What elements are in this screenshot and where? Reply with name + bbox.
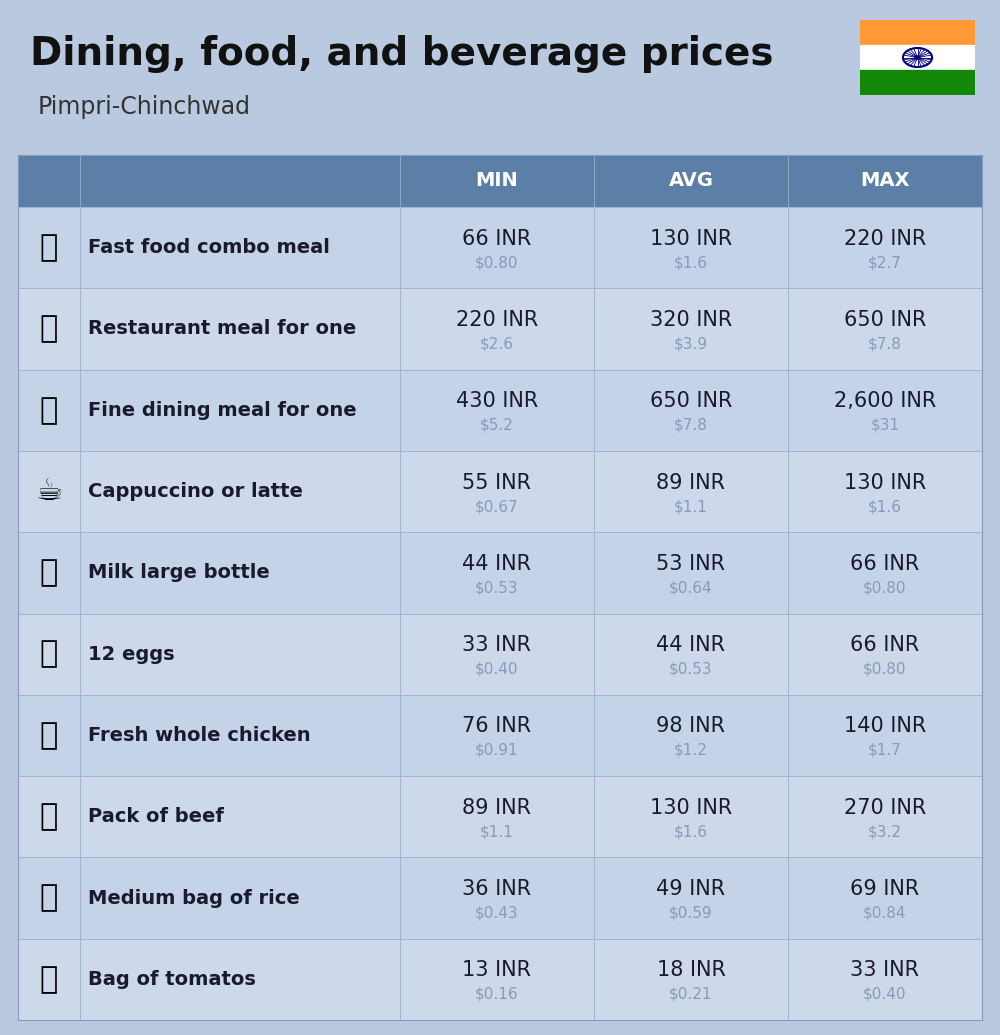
Text: $1.2: $1.2: [674, 743, 708, 758]
Text: 🍚: 🍚: [40, 884, 58, 913]
Text: 270 INR: 270 INR: [844, 798, 926, 818]
Text: $0.53: $0.53: [669, 661, 713, 677]
Text: 130 INR: 130 INR: [650, 798, 732, 818]
Text: 220 INR: 220 INR: [456, 309, 538, 330]
Text: $0.80: $0.80: [863, 661, 907, 677]
Text: $0.53: $0.53: [475, 581, 519, 595]
Text: 55 INR: 55 INR: [462, 473, 532, 493]
Text: ☕: ☕: [35, 477, 63, 506]
Text: $7.8: $7.8: [674, 418, 708, 433]
Text: $0.91: $0.91: [475, 743, 519, 758]
Text: 69 INR: 69 INR: [850, 879, 920, 899]
Text: $0.40: $0.40: [475, 661, 519, 677]
Text: Cappuccino or latte: Cappuccino or latte: [88, 482, 303, 501]
Text: 140 INR: 140 INR: [844, 716, 926, 737]
Text: $7.8: $7.8: [868, 336, 902, 352]
Text: $0.67: $0.67: [475, 499, 519, 514]
Text: 🥚: 🥚: [40, 640, 58, 669]
Circle shape: [915, 56, 920, 59]
Text: Bag of tomatos: Bag of tomatos: [88, 970, 256, 988]
Text: Restaurant meal for one: Restaurant meal for one: [88, 320, 356, 338]
Text: $1.1: $1.1: [480, 824, 514, 839]
Text: $2.7: $2.7: [868, 256, 902, 270]
Text: $5.2: $5.2: [480, 418, 514, 433]
Text: $0.80: $0.80: [863, 581, 907, 595]
Text: MIN: MIN: [476, 172, 518, 190]
Text: $31: $31: [870, 418, 900, 433]
Text: $1.7: $1.7: [868, 743, 902, 758]
Text: 89 INR: 89 INR: [656, 473, 726, 493]
Text: 130 INR: 130 INR: [844, 473, 926, 493]
Text: 2,600 INR: 2,600 INR: [834, 391, 936, 411]
Text: 🍅: 🍅: [40, 965, 58, 994]
Text: 33 INR: 33 INR: [850, 960, 920, 980]
Text: 430 INR: 430 INR: [456, 391, 538, 411]
Text: 🥛: 🥛: [40, 558, 58, 587]
Text: Milk large bottle: Milk large bottle: [88, 563, 270, 583]
Text: 66 INR: 66 INR: [850, 554, 920, 573]
Text: 66 INR: 66 INR: [462, 229, 532, 248]
Text: $0.40: $0.40: [863, 986, 907, 1002]
Text: 53 INR: 53 INR: [656, 554, 726, 573]
Text: AVG: AVG: [668, 172, 714, 190]
Text: $2.6: $2.6: [480, 336, 514, 352]
Text: 12 eggs: 12 eggs: [88, 645, 175, 663]
Text: Pack of beef: Pack of beef: [88, 807, 224, 826]
Text: $0.43: $0.43: [475, 906, 519, 920]
Text: 650 INR: 650 INR: [650, 391, 732, 411]
Text: 650 INR: 650 INR: [844, 309, 926, 330]
Text: 🍔: 🍔: [40, 233, 58, 262]
Text: $0.16: $0.16: [475, 986, 519, 1002]
Text: $1.6: $1.6: [868, 499, 902, 514]
Text: Fast food combo meal: Fast food combo meal: [88, 238, 330, 257]
Text: $3.2: $3.2: [868, 824, 902, 839]
Text: $0.80: $0.80: [475, 256, 519, 270]
Text: 🥩: 🥩: [40, 802, 58, 831]
Text: 🐔: 🐔: [40, 721, 58, 750]
Bar: [860, 45, 975, 70]
Text: 🍽️: 🍽️: [40, 395, 58, 424]
Text: 44 INR: 44 INR: [462, 554, 532, 573]
Text: Fresh whole chicken: Fresh whole chicken: [88, 726, 311, 745]
Text: 33 INR: 33 INR: [462, 635, 532, 655]
Text: $0.84: $0.84: [863, 906, 907, 920]
Text: 89 INR: 89 INR: [462, 798, 532, 818]
Text: 🍳: 🍳: [40, 315, 58, 344]
Text: 66 INR: 66 INR: [850, 635, 920, 655]
Text: $1.1: $1.1: [674, 499, 708, 514]
Text: 98 INR: 98 INR: [656, 716, 726, 737]
Text: 76 INR: 76 INR: [462, 716, 532, 737]
Text: MAX: MAX: [860, 172, 910, 190]
Text: 130 INR: 130 INR: [650, 229, 732, 248]
Text: 220 INR: 220 INR: [844, 229, 926, 248]
Text: $3.9: $3.9: [674, 336, 708, 352]
Text: Dining, food, and beverage prices: Dining, food, and beverage prices: [30, 35, 774, 73]
Text: Medium bag of rice: Medium bag of rice: [88, 889, 300, 908]
Text: $1.6: $1.6: [674, 256, 708, 270]
Text: $0.64: $0.64: [669, 581, 713, 595]
Text: Fine dining meal for one: Fine dining meal for one: [88, 401, 357, 420]
Text: 36 INR: 36 INR: [462, 879, 532, 899]
Text: $0.21: $0.21: [669, 986, 713, 1002]
Text: $1.6: $1.6: [674, 824, 708, 839]
Text: 49 INR: 49 INR: [656, 879, 726, 899]
Text: 18 INR: 18 INR: [657, 960, 725, 980]
Bar: [860, 20, 975, 45]
Text: 13 INR: 13 INR: [462, 960, 532, 980]
Text: Pimpri-Chinchwad: Pimpri-Chinchwad: [38, 95, 251, 119]
Text: $0.59: $0.59: [669, 906, 713, 920]
Bar: [860, 70, 975, 95]
Text: 44 INR: 44 INR: [656, 635, 726, 655]
Text: 320 INR: 320 INR: [650, 309, 732, 330]
